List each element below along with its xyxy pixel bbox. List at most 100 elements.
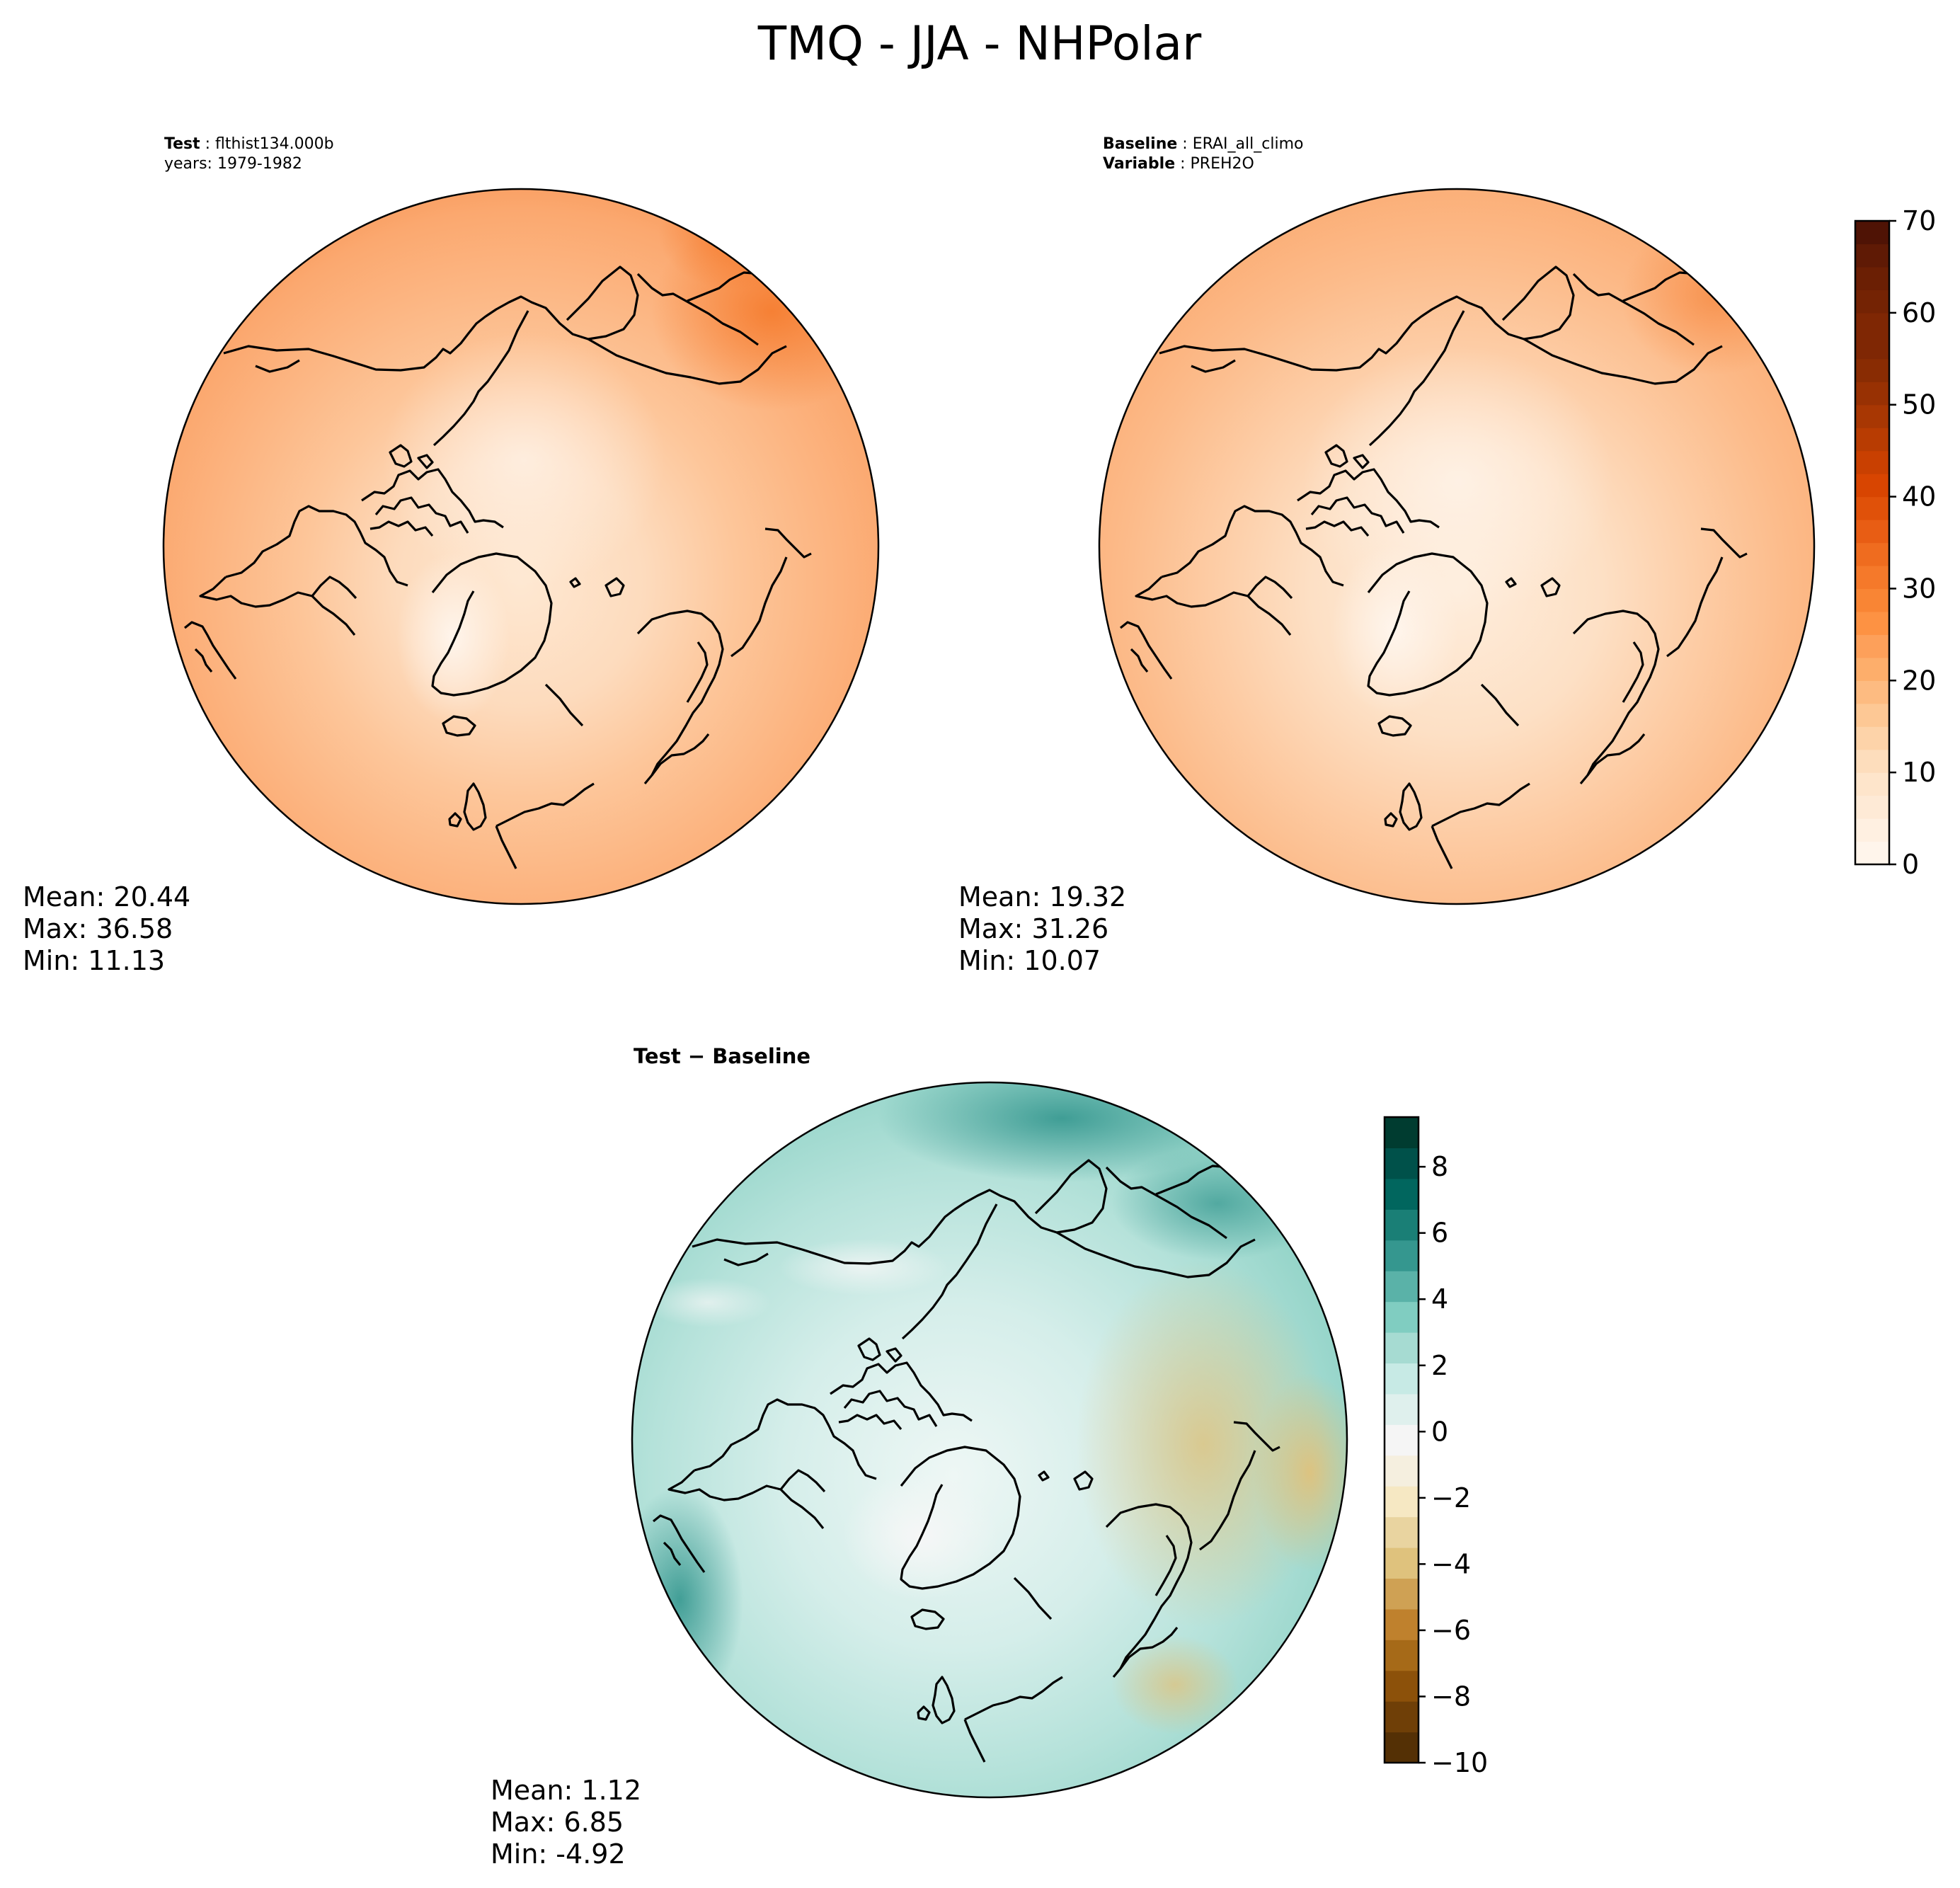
colorbar-oranges-segment xyxy=(1855,290,1889,314)
baseline-stat-min: Min: 10.07 xyxy=(958,945,1101,976)
colorbar-oranges-segment xyxy=(1855,336,1889,360)
test-map xyxy=(164,189,878,904)
colorbar-brbg-tick-label: 8 xyxy=(1431,1151,1448,1182)
colorbar-oranges-segment xyxy=(1855,520,1889,544)
baseline-header-line-2: Variable : PREH2O xyxy=(1103,155,1254,173)
colorbar-oranges-segment xyxy=(1855,795,1889,819)
colorbar-oranges-segment xyxy=(1855,266,1889,290)
colorbar-brbg-segment xyxy=(1385,1332,1419,1364)
colorbar-brbg-segment xyxy=(1385,1547,1419,1579)
colorbar-brbg-segment xyxy=(1385,1670,1419,1702)
colorbar-oranges-segment xyxy=(1855,841,1889,865)
colorbar-oranges-segment xyxy=(1855,474,1889,498)
colorbar-brbg-segment xyxy=(1385,1271,1419,1303)
colorbar-oranges-segment xyxy=(1855,703,1889,727)
difference-stat-min: Min: -4.92 xyxy=(491,1838,626,1870)
colorbar-brbg-tick-label: 6 xyxy=(1431,1218,1448,1249)
baseline-header-line-1: Baseline : ERAI_all_climo xyxy=(1103,135,1303,153)
colorbar-oranges-segment xyxy=(1855,382,1889,406)
test-panel: Test : flthist134.000b years: 1979-1982 … xyxy=(23,135,880,976)
baseline-header-sep: : xyxy=(1177,135,1192,153)
colorbar-oranges-tick-label: 70 xyxy=(1902,205,1936,236)
variable-header-value: PREH2O xyxy=(1191,155,1254,173)
colorbar-brbg-segment xyxy=(1385,1455,1419,1487)
colorbar-brbg-tick-label: 0 xyxy=(1431,1416,1448,1447)
colorbar-oranges-segment xyxy=(1855,680,1889,704)
colorbar-brbg-segment xyxy=(1385,1117,1419,1149)
difference-title: Test − Baseline xyxy=(634,1044,810,1068)
baseline-header-label: Baseline xyxy=(1103,135,1177,153)
colorbar-brbg-segment xyxy=(1385,1732,1419,1763)
colorbar-oranges-tick-label: 10 xyxy=(1902,757,1936,788)
colorbar-brbg-segment xyxy=(1385,1640,1419,1671)
colorbar-oranges-segment xyxy=(1855,244,1889,268)
colorbar-oranges-segment xyxy=(1855,565,1889,590)
test-header-line-1: Test : flthist134.000b xyxy=(164,135,334,153)
test-stat-min: Min: 11.13 xyxy=(23,945,165,976)
colorbar-oranges-segment xyxy=(1855,404,1889,428)
figure-title: TMQ - JJA - NHPolar xyxy=(757,16,1202,71)
test-header-value: flthist134.000b xyxy=(215,135,334,153)
colorbar-brbg-segment xyxy=(1385,1301,1419,1333)
baseline-header-value: ERAI_all_climo xyxy=(1193,135,1304,153)
colorbar-oranges-segment xyxy=(1855,611,1889,635)
baseline-stat-mean: Mean: 19.32 xyxy=(958,881,1126,912)
colorbar-brbg: 8 6 4 2 0 −2 −4 −6 −8 −10 xyxy=(1383,1116,1488,1778)
colorbar-oranges-tick-label: 0 xyxy=(1902,849,1919,880)
test-stat-max: Max: 36.58 xyxy=(23,913,173,944)
colorbar-brbg-segment xyxy=(1385,1608,1419,1640)
colorbar-brbg-tick-label: −10 xyxy=(1431,1747,1488,1778)
baseline-panel: Baseline : ERAI_all_climo Variable : PRE… xyxy=(958,135,1816,976)
colorbar-oranges-tick-label: 30 xyxy=(1902,573,1936,604)
colorbar-oranges-segment xyxy=(1855,726,1889,750)
difference-map xyxy=(632,1082,1347,1797)
colorbar-oranges-segment xyxy=(1855,542,1889,566)
test-header-label: Test xyxy=(164,135,200,153)
colorbar-oranges-segment xyxy=(1855,657,1889,681)
colorbar-brbg-segment xyxy=(1385,1209,1419,1241)
colorbar-brbg-segment xyxy=(1385,1363,1419,1395)
colorbar-oranges-frame xyxy=(1854,219,1891,866)
colorbar-brbg-segment xyxy=(1385,1701,1419,1733)
baseline-map xyxy=(1099,189,1814,904)
colorbar-oranges-tick-label: 60 xyxy=(1902,297,1936,328)
colorbar-brbg-segment xyxy=(1385,1393,1419,1425)
colorbar-oranges: 70 60 50 40 30 20 10 0 xyxy=(1854,205,1936,880)
colorbar-oranges-segment xyxy=(1855,588,1889,612)
variable-header-label: Variable xyxy=(1103,155,1175,173)
colorbar-oranges-tick-label: 40 xyxy=(1902,481,1936,513)
colorbar-brbg-segment xyxy=(1385,1240,1419,1271)
colorbar-brbg-tick-label: −6 xyxy=(1431,1615,1471,1646)
test-header-line-2: years: 1979-1982 xyxy=(164,155,302,173)
difference-stat-max: Max: 6.85 xyxy=(491,1807,624,1838)
colorbar-brbg-tick-label: −2 xyxy=(1431,1482,1471,1514)
colorbar-brbg-tick-label: −8 xyxy=(1431,1681,1471,1712)
test-stat-mean: Mean: 20.44 xyxy=(23,881,190,912)
baseline-stat-max: Max: 31.26 xyxy=(958,913,1108,944)
colorbar-oranges-segment xyxy=(1855,450,1889,474)
colorbar-brbg-frame xyxy=(1383,1116,1420,1764)
colorbar-brbg-segment xyxy=(1385,1178,1419,1210)
colorbar-brbg-tick-label: 4 xyxy=(1431,1283,1448,1315)
colorbar-oranges-segment xyxy=(1855,818,1889,842)
colorbar-brbg-segment xyxy=(1385,1148,1419,1179)
colorbar-oranges-segment xyxy=(1855,749,1889,773)
colorbar-oranges-segment xyxy=(1855,772,1889,796)
colorbar-oranges-segment xyxy=(1855,634,1889,658)
colorbar-oranges-tick-label: 50 xyxy=(1902,389,1936,420)
colorbar-oranges-segment xyxy=(1855,358,1889,382)
colorbar-brbg-tick-label: 2 xyxy=(1431,1350,1448,1381)
colorbar-oranges-segment xyxy=(1855,428,1889,452)
colorbar-brbg-segment xyxy=(1385,1424,1419,1456)
colorbar-brbg-segment xyxy=(1385,1486,1419,1518)
difference-stat-mean: Mean: 1.12 xyxy=(491,1775,641,1806)
colorbar-oranges-tick-label: 20 xyxy=(1902,665,1936,696)
colorbar-brbg-segment xyxy=(1385,1516,1419,1548)
colorbar-brbg-segment xyxy=(1385,1578,1419,1610)
variable-header-sep: : xyxy=(1175,155,1190,173)
difference-panel: Test − Baseline Mean: 1.12 Max: 6.85 Min… xyxy=(491,1044,1348,1870)
colorbar-brbg-tick-label: −4 xyxy=(1431,1548,1471,1579)
colorbar-oranges-segment xyxy=(1855,312,1889,336)
